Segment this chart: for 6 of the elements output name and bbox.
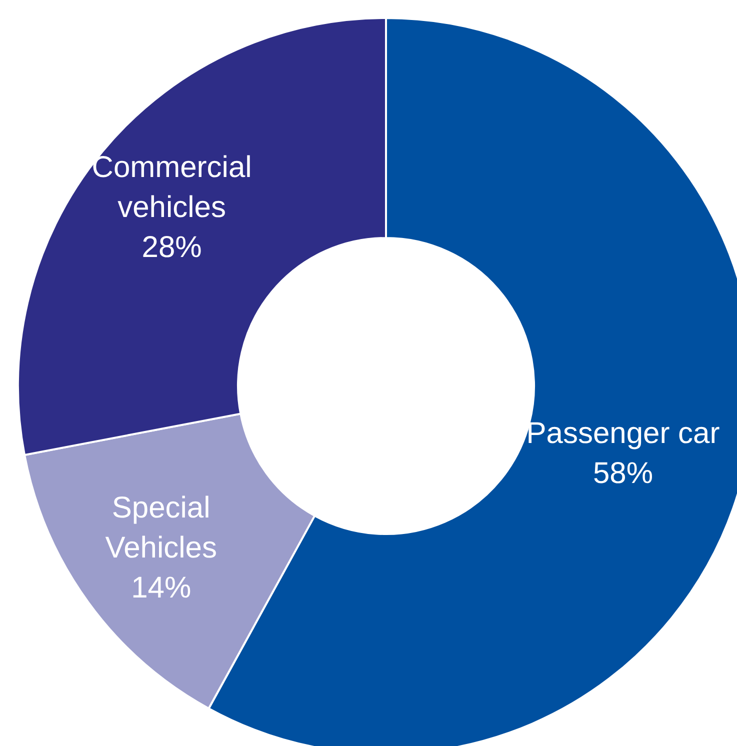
slice-label: Commercial vehicles	[92, 150, 252, 224]
data-label: 28%	[142, 230, 202, 264]
slice-label: Special Vehicles	[105, 491, 217, 564]
data-label: 14%	[131, 571, 192, 604]
slice-label: Passenger car	[526, 417, 720, 450]
data-label: 58%	[592, 457, 654, 490]
